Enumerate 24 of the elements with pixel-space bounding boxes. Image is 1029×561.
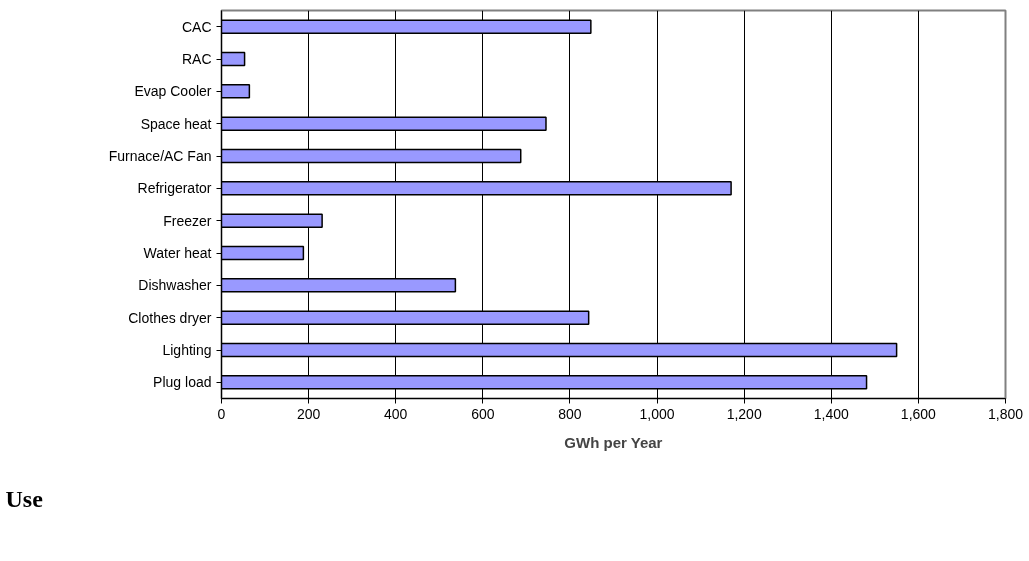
x-tick-label: 600 bbox=[471, 405, 495, 422]
text: Use bbox=[5, 485, 44, 512]
y-tick-label: Furnace/AC Fan bbox=[108, 148, 212, 164]
y-tick-label: Dishwasher bbox=[138, 277, 212, 294]
y-tick-label: Lighting bbox=[162, 342, 212, 358]
y-tick-label: Water heat bbox=[143, 245, 212, 261]
x-tick-label: 1,000 bbox=[639, 405, 675, 422]
x-tick-label: 1,600 bbox=[900, 405, 937, 422]
x-tick-label: 0 bbox=[217, 405, 226, 422]
y-tick-label: Freezer bbox=[163, 212, 212, 229]
x-axis-title: GWh per Year bbox=[564, 433, 663, 451]
y-tick-label: Evap Cooler bbox=[134, 83, 212, 100]
y-tick-label: CAC bbox=[181, 18, 212, 35]
x-tick-label: 400 bbox=[384, 405, 408, 422]
x-tick-label: 1,400 bbox=[813, 405, 850, 422]
y-tick-label: Space heat bbox=[140, 115, 212, 132]
x-tick-label: 1,800 bbox=[987, 405, 1024, 422]
x-tick-label: 800 bbox=[558, 405, 582, 422]
y-tick-label: Refrigerator bbox=[137, 180, 212, 197]
x-tick-label: 1,200 bbox=[726, 405, 762, 422]
y-tick-label: RAC bbox=[181, 51, 212, 67]
y-tick-label: Clothes dryer bbox=[128, 309, 212, 326]
y-tick-label: Plug load bbox=[153, 374, 212, 391]
x-tick-label: 200 bbox=[296, 405, 321, 422]
